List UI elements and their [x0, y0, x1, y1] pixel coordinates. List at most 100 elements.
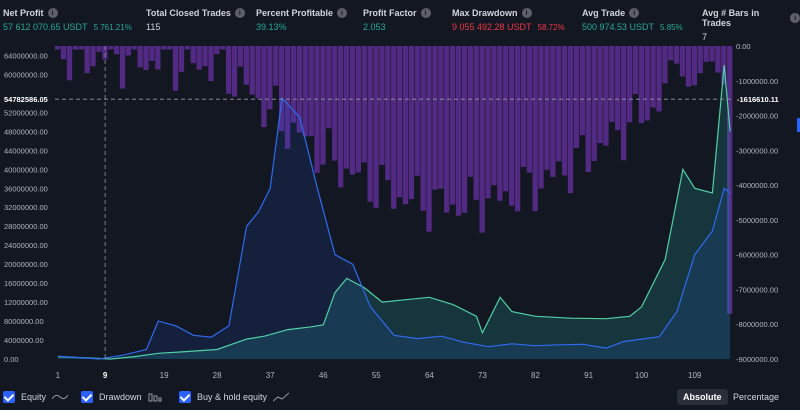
drawdown-bar — [367, 46, 373, 202]
right-axis-tick: -5000000.00 — [736, 216, 778, 225]
legend-drawdown-label: Drawdown — [99, 392, 142, 402]
drawdown-bar — [567, 46, 574, 194]
drawdown-bar — [255, 46, 261, 99]
drawdown-bar — [178, 46, 185, 72]
drawdown-bar — [603, 46, 609, 146]
drawdown-bar — [473, 46, 479, 200]
drawdown-bar — [615, 46, 621, 131]
left-axis-tick: 32000000.00 — [4, 203, 48, 212]
drawdown-bar — [131, 46, 137, 50]
equity-wave-icon — [52, 394, 69, 400]
drawdown-bar — [685, 46, 692, 87]
drawdown-bar — [125, 46, 131, 56]
stat-net-profit: Net Profit i 57 612 070.65 USDT 5 761.21% — [3, 8, 132, 32]
crosshair-right-label-bg — [734, 92, 800, 106]
left-axis-tick: 36000000.00 — [4, 184, 48, 193]
crosshair-x-label-bg — [97, 368, 114, 381]
stat-label: Total Closed Trades — [146, 8, 231, 18]
right-axis-tick: -4000000.00 — [736, 181, 778, 190]
drawdown-bar — [497, 46, 503, 201]
stat-value: 9 055 492.28 USDT — [452, 22, 532, 32]
drawdown-bar — [302, 46, 308, 137]
legend-equity[interactable]: Equity — [3, 391, 69, 403]
drawdown-bar — [709, 46, 715, 62]
stat-max-drawdown: Max Drawdown i 9 055 492.28 USDT 58.72% — [452, 8, 565, 32]
drawdown-bar — [414, 46, 420, 176]
drawdown-bar — [332, 46, 338, 161]
drawdown-bar — [626, 46, 633, 123]
stat-label: Net Profit — [3, 8, 44, 18]
info-icon[interactable]: i — [521, 8, 532, 18]
drawdown-bar — [267, 46, 273, 110]
drawdown-bar — [78, 46, 84, 50]
stat-label: Profit Factor — [363, 8, 417, 18]
drawdown-bar — [396, 46, 403, 198]
drawdown-bar — [562, 46, 568, 176]
left-axis-tick: 20000000.00 — [4, 260, 48, 269]
x-axis-tick: 28 — [213, 371, 222, 380]
drawdown-bar — [609, 46, 615, 122]
drawdown-bar — [167, 46, 173, 50]
drawdown-bar — [585, 46, 591, 172]
stat-value: 57 612 070.65 USDT — [3, 22, 88, 32]
info-icon[interactable]: i — [47, 8, 58, 18]
legend-buyhold[interactable]: Buy & hold equity — [179, 391, 290, 403]
scroll-handle[interactable] — [797, 118, 800, 132]
percentage-button[interactable]: Percentage — [733, 392, 780, 402]
legend-drawdown[interactable]: Drawdown — [81, 391, 162, 403]
stat-sub: 5.85% — [660, 23, 683, 32]
drawdown-bar — [149, 46, 155, 61]
drawdown-bar — [320, 46, 326, 165]
x-axis-tick: 37 — [266, 371, 275, 380]
info-icon[interactable]: i — [234, 8, 245, 18]
left-axis-tick: 16000000.00 — [4, 279, 48, 288]
absolute-button[interactable]: Absolute — [677, 389, 728, 405]
drawdown-bar — [632, 46, 639, 94]
stats-bar: Net Profit i 57 612 070.65 USDT 5 761.21% … — [0, 0, 800, 46]
stat-value: 500 974.53 USDT — [582, 22, 655, 32]
drawdown-bar — [679, 46, 686, 77]
drawdown-checkbox[interactable] — [81, 391, 93, 403]
legend-equity-label: Equity — [21, 392, 47, 402]
drawdown-bar — [532, 46, 538, 212]
drawdown-bar — [60, 46, 67, 60]
crosshair-x-label: 9 — [103, 371, 108, 380]
drawdown-bar — [550, 46, 556, 177]
crosshair-left-label: 54782586.05 — [4, 95, 48, 104]
right-axis-tick: 0.00 — [736, 42, 751, 51]
left-axis-tick: 40000000.00 — [4, 165, 48, 174]
info-icon[interactable]: i — [629, 8, 640, 18]
drawdown-bar — [432, 46, 438, 190]
stat-percent-profitable: Percent Profitable i 39.13% — [256, 8, 348, 32]
drawdown-bar — [161, 46, 167, 50]
left-axis-tick: 12000000.00 — [4, 298, 48, 307]
drawdown-bar — [214, 46, 220, 55]
info-icon[interactable]: i — [790, 13, 800, 23]
info-icon[interactable]: i — [337, 8, 348, 18]
drawdown-bar — [444, 46, 450, 213]
drawdown-bar — [727, 46, 733, 314]
drawdown-bar — [273, 46, 279, 86]
drawdown-bar — [538, 46, 544, 189]
drawdown-bars-icon — [148, 393, 162, 402]
buyhold-checkbox[interactable] — [179, 391, 191, 403]
drawdown-bar — [196, 46, 202, 70]
stat-value: 7 — [702, 32, 708, 42]
x-axis-tick: 55 — [372, 371, 381, 380]
drawdown-bar — [591, 46, 597, 161]
drawdown-bar — [668, 46, 674, 61]
drawdown-bar — [249, 46, 255, 95]
drawdown-bar — [715, 46, 721, 73]
drawdown-bar — [426, 46, 432, 232]
info-icon[interactable]: i — [420, 8, 431, 18]
drawdown-bar — [355, 46, 361, 173]
equity-checkbox[interactable] — [3, 391, 15, 403]
x-axis-tick: 1 — [56, 371, 61, 380]
drawdown-bar — [308, 46, 314, 137]
equity-chart[interactable]: 0.004000000.008000000.0012000000.0016000… — [0, 42, 800, 384]
drawdown-bar — [691, 46, 697, 86]
drawdown-bar — [90, 46, 96, 67]
drawdown-bar — [226, 46, 232, 94]
drawdown-bar — [184, 46, 190, 50]
drawdown-bar — [526, 46, 532, 173]
